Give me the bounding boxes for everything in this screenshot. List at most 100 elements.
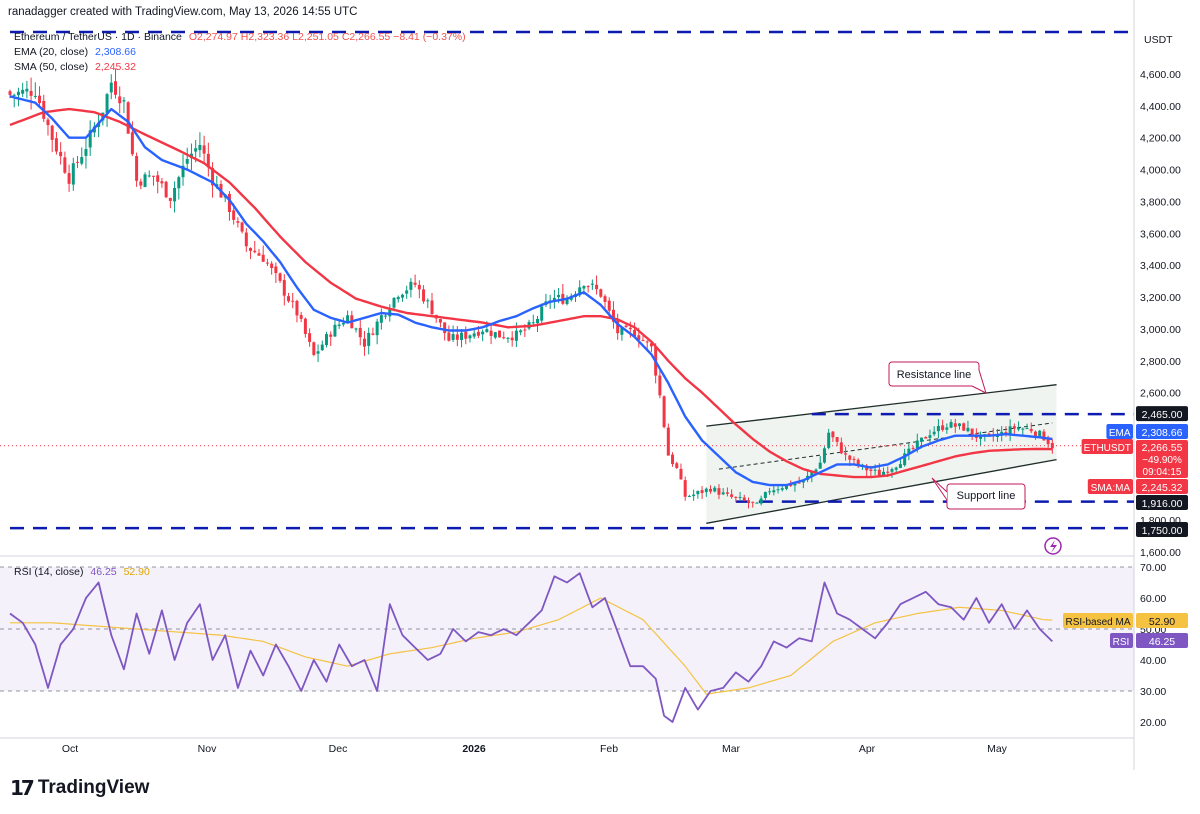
- candle-body[interactable]: [649, 343, 653, 347]
- candle-body[interactable]: [46, 119, 50, 126]
- ema20-line[interactable]: [9, 95, 1053, 487]
- candle-body[interactable]: [460, 332, 464, 341]
- candle-body[interactable]: [278, 273, 282, 281]
- candle-body[interactable]: [751, 501, 755, 503]
- candle-body[interactable]: [641, 339, 645, 341]
- candle-body[interactable]: [299, 315, 303, 319]
- candle-body[interactable]: [126, 102, 130, 134]
- candle-body[interactable]: [16, 91, 20, 96]
- candle-body[interactable]: [671, 454, 675, 465]
- candle-body[interactable]: [1046, 439, 1050, 445]
- candle-body[interactable]: [1033, 431, 1037, 436]
- candle-body[interactable]: [333, 324, 337, 337]
- candle-body[interactable]: [33, 95, 37, 97]
- candle-body[interactable]: [168, 198, 172, 201]
- candle-body[interactable]: [409, 281, 413, 290]
- candle-body[interactable]: [139, 181, 143, 186]
- candle-body[interactable]: [379, 315, 383, 323]
- candle-body[interactable]: [953, 423, 957, 427]
- candle-body[interactable]: [135, 156, 139, 181]
- candle-body[interactable]: [810, 472, 814, 477]
- candle-body[interactable]: [768, 491, 772, 493]
- candle-body[interactable]: [481, 331, 485, 335]
- candle-body[interactable]: [873, 469, 877, 471]
- candle-body[interactable]: [1008, 426, 1012, 436]
- candle-body[interactable]: [211, 167, 215, 186]
- candle-body[interactable]: [599, 289, 603, 297]
- candle-body[interactable]: [848, 455, 852, 460]
- candle-body[interactable]: [181, 165, 185, 178]
- candle-body[interactable]: [261, 254, 265, 262]
- candle-body[interactable]: [658, 375, 662, 396]
- lightning-icon[interactable]: [1044, 537, 1062, 555]
- candle-body[interactable]: [63, 157, 67, 173]
- candle-body[interactable]: [759, 498, 763, 504]
- candle-body[interactable]: [295, 300, 299, 316]
- candle-body[interactable]: [747, 500, 750, 503]
- symbol-legend[interactable]: Ethereum / TetherUS · 1D · Binance O2,27…: [14, 31, 466, 43]
- candle-body[interactable]: [1038, 430, 1042, 437]
- candle-body[interactable]: [291, 300, 295, 302]
- candle-body[interactable]: [772, 490, 776, 493]
- candle-body[interactable]: [362, 338, 366, 347]
- candle-body[interactable]: [114, 81, 117, 95]
- ema-legend[interactable]: EMA (20, close) 2,308.66: [14, 46, 136, 58]
- candle-body[interactable]: [316, 351, 320, 354]
- candle-body[interactable]: [709, 488, 713, 492]
- candle-body[interactable]: [717, 488, 721, 495]
- candle-body[interactable]: [8, 91, 12, 95]
- candle-body[interactable]: [877, 469, 881, 476]
- candle-body[interactable]: [21, 89, 25, 94]
- candle-body[interactable]: [1012, 426, 1016, 429]
- candle-body[interactable]: [498, 330, 502, 338]
- candle-body[interactable]: [915, 440, 919, 449]
- candle-body[interactable]: [844, 453, 848, 455]
- candle-body[interactable]: [1042, 431, 1046, 441]
- candle-body[interactable]: [590, 283, 594, 285]
- candle-body[interactable]: [105, 94, 109, 113]
- candle-body[interactable]: [932, 431, 936, 435]
- candle-body[interactable]: [506, 337, 510, 339]
- candle-body[interactable]: [595, 284, 599, 290]
- candle-body[interactable]: [253, 250, 257, 253]
- candle-body[interactable]: [565, 299, 569, 304]
- candle-body[interactable]: [354, 328, 358, 330]
- rsi-line[interactable]: [9, 572, 1053, 723]
- candle-body[interactable]: [936, 425, 940, 432]
- candle-body[interactable]: [1021, 428, 1025, 430]
- candle-body[interactable]: [227, 193, 231, 213]
- candle-body[interactable]: [468, 335, 472, 339]
- candle-body[interactable]: [603, 296, 607, 302]
- candle-body[interactable]: [958, 423, 961, 427]
- candle-body[interactable]: [687, 495, 691, 497]
- candle-body[interactable]: [898, 464, 902, 468]
- candle-body[interactable]: [84, 149, 88, 156]
- candle-body[interactable]: [346, 315, 350, 323]
- candle-body[interactable]: [920, 437, 924, 442]
- candle-body[interactable]: [713, 487, 717, 492]
- candle-body[interactable]: [109, 82, 113, 93]
- candle-body[interactable]: [814, 469, 818, 473]
- channel-midline[interactable]: [718, 422, 1053, 470]
- candle-body[interactable]: [987, 433, 991, 435]
- candle-body[interactable]: [738, 496, 742, 498]
- candle-body[interactable]: [282, 280, 286, 296]
- candle-body[interactable]: [358, 327, 362, 338]
- candle-body[interactable]: [1025, 428, 1029, 430]
- candle-body[interactable]: [160, 181, 164, 184]
- candle-body[interactable]: [329, 334, 333, 337]
- candle-body[interactable]: [50, 125, 54, 140]
- candle-body[interactable]: [430, 300, 434, 315]
- candle-body[interactable]: [730, 494, 734, 497]
- candle-body[interactable]: [582, 286, 586, 289]
- candle-body[interactable]: [637, 335, 641, 341]
- candle-body[interactable]: [206, 153, 210, 168]
- candle-body[interactable]: [696, 491, 700, 495]
- candle-body[interactable]: [143, 174, 147, 188]
- tradingview-logo[interactable]: 17 TradingView: [10, 776, 149, 800]
- candle-body[interactable]: [485, 329, 489, 332]
- candle-body[interactable]: [194, 148, 198, 152]
- candle-body[interactable]: [185, 159, 189, 164]
- candle-body[interactable]: [903, 453, 907, 466]
